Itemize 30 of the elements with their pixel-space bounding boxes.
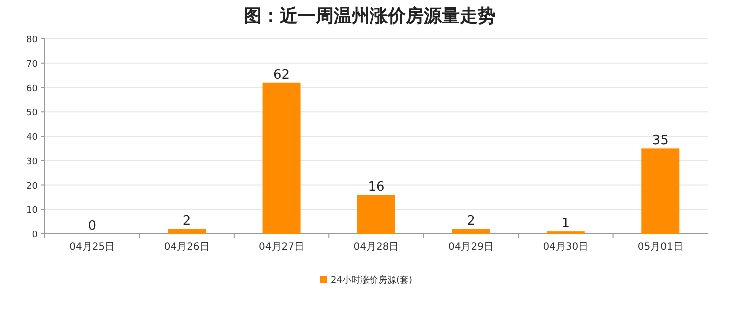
data-label: 2 (182, 214, 192, 230)
x-tick-label: 04月29日 (448, 242, 494, 253)
bar (358, 195, 396, 234)
bar (168, 229, 206, 234)
x-tick-label: 04月27日 (259, 242, 305, 253)
bar (452, 229, 490, 234)
x-tick-label: 04月30日 (543, 242, 589, 253)
x-tick-label: 04月26日 (164, 242, 210, 253)
bar (642, 148, 680, 234)
y-tick-label: 80 (26, 36, 38, 46)
y-tick-label: 30 (26, 157, 38, 168)
y-tick-label: 70 (26, 60, 38, 70)
data-label: 16 (368, 180, 385, 195)
y-tick-label: 10 (26, 206, 38, 216)
data-label: 2 (467, 214, 476, 230)
bar (262, 82, 301, 234)
data-label: 0 (88, 219, 96, 234)
x-tick-label: 04月28日 (354, 242, 400, 253)
data-label: 35 (652, 134, 669, 149)
chart-title: 图：近一周温州涨价房源量走势 (244, 6, 496, 27)
legend-label: 24小时涨价房源(套) (331, 275, 412, 286)
y-tick-label: 60 (26, 84, 38, 94)
y-tick-label: 20 (26, 182, 38, 192)
x-tick-label: 05月01日 (638, 242, 684, 253)
y-tick-label: 0 (32, 230, 38, 240)
y-tick-label: 50 (26, 108, 38, 119)
data-label: 62 (274, 68, 290, 83)
x-tick-label: 04月25日 (70, 242, 116, 253)
y-tick-label: 40 (26, 133, 38, 143)
data-label: 1 (562, 216, 570, 232)
